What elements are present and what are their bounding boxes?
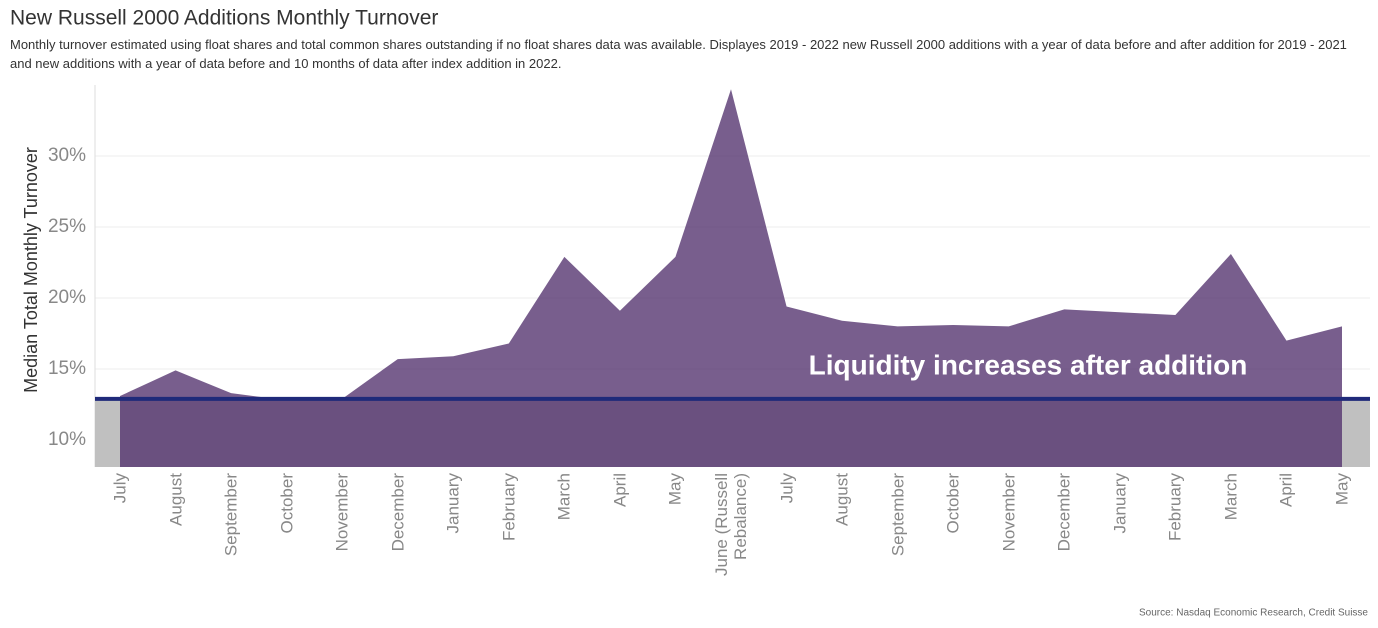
x-tick-label: February (1165, 473, 1185, 542)
x-tick-label: December (388, 473, 408, 552)
chart-title: New Russell 2000 Additions Monthly Turno… (10, 7, 438, 30)
subtitle-box: Monthly turnover estimated using float s… (10, 37, 1347, 71)
x-tick-label: November (332, 473, 352, 552)
area (120, 89, 1342, 467)
y-tick-label: 15% (48, 358, 86, 379)
x-tick-label: November (999, 473, 1019, 552)
x-tick-label: October (943, 473, 963, 534)
x-tick-label: March (1221, 473, 1241, 521)
x-tick-label: January (1110, 473, 1130, 534)
x-tick-label: August (832, 473, 852, 526)
x-tick-label: April (610, 473, 630, 508)
x-tick-label: July (777, 473, 797, 504)
y-tick-label: 10% (48, 429, 86, 450)
x-tick-label: May (665, 473, 685, 506)
x-tick-label: March (554, 473, 574, 521)
y-axis-label: Median Total Monthly Turnover (21, 147, 41, 393)
x-tick-label: February (499, 473, 519, 542)
annotation: Liquidity increases after addition (809, 349, 1248, 380)
y-tick-label: 25% (48, 216, 86, 237)
x-tick-label: August (166, 473, 186, 526)
y-tick-label: 20% (48, 287, 86, 308)
x-tick-label: October (277, 473, 297, 534)
x-tick-label: July (110, 473, 130, 504)
x-tick-label: January (443, 473, 463, 534)
x-tick-label: December (1054, 473, 1074, 552)
x-tick-label: September (221, 473, 241, 557)
x-tick-label: May (1332, 473, 1352, 506)
x-tick-label: April (1276, 473, 1296, 508)
x-tick-label: September (888, 473, 908, 557)
source: Source: Nasdaq Economic Research, Credit… (1139, 608, 1368, 619)
y-tick-label: 30% (48, 145, 86, 166)
x-tick-label: June (Russell Rebalance) (712, 473, 750, 576)
chart-subtitle: Monthly turnover estimated using float s… (10, 37, 1347, 71)
